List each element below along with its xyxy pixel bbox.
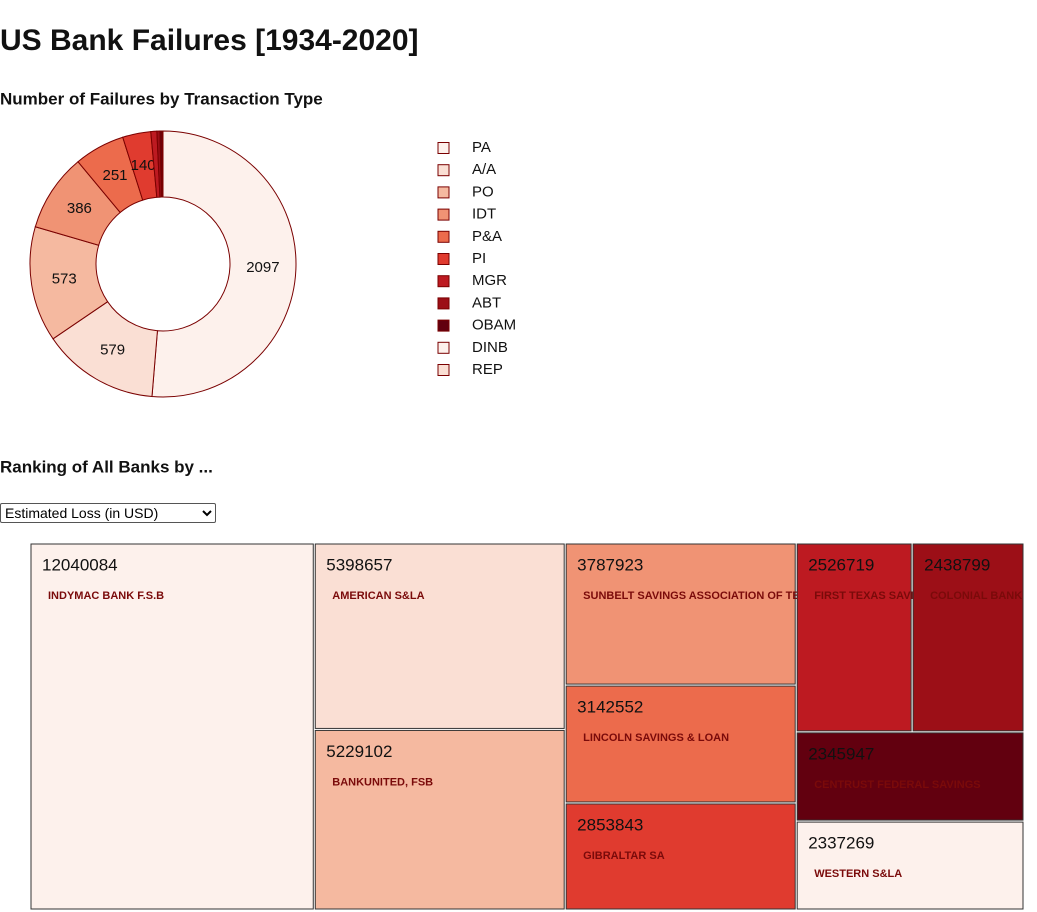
- legend-label: OBAM: [472, 317, 516, 334]
- slice-label: 140: [131, 157, 156, 174]
- legend-label: MGR: [472, 272, 507, 289]
- cell-name: BANKUNITED, FSB: [332, 776, 433, 788]
- cell-value: 2853843: [577, 815, 643, 834]
- cell-value: 2337269: [808, 834, 874, 853]
- treemap-cell: [30, 543, 314, 910]
- chart-title: Number of Failures by Transaction Type: [0, 89, 323, 108]
- legend-swatch: [437, 364, 450, 376]
- legend-swatch: [437, 230, 450, 243]
- treemap-cell: [796, 732, 1024, 821]
- slice-label: 579: [100, 341, 125, 358]
- cell-value: 12040084: [42, 555, 118, 574]
- legend-swatch: [437, 142, 450, 154]
- treemap-cell: [912, 543, 1024, 732]
- treemap-cell: [796, 543, 912, 732]
- cell-name: AMERICAN S&LA: [332, 590, 424, 602]
- cell-name: CENTRUST FEDERAL SAVINGS: [814, 779, 980, 791]
- legend-label: P&A: [472, 228, 502, 245]
- legend-label: ABT: [472, 294, 501, 311]
- treemap-cell: [796, 821, 1024, 910]
- cell-name: COLONIAL BANK: [930, 590, 1022, 602]
- legend-label: PO: [472, 183, 494, 200]
- legend-swatch: [437, 186, 450, 199]
- legend-label: IDT: [472, 206, 496, 223]
- cell-value: 2526719: [808, 555, 874, 574]
- cell-value: 5398657: [326, 555, 392, 574]
- treemap-cell: [565, 803, 796, 910]
- cell-name: LINCOLN SAVINGS & LOAN: [583, 732, 729, 744]
- slice-label: 386: [67, 200, 92, 217]
- legend-swatch: [437, 341, 450, 354]
- cell-value: 3142552: [577, 698, 643, 717]
- cell-value: 2345947: [808, 744, 874, 763]
- treemap-cell: [314, 543, 565, 729]
- legend-swatch: [437, 164, 450, 177]
- legend-swatch: [437, 208, 450, 221]
- slice-label: 2097: [246, 259, 279, 276]
- cell-name: WESTERN S&LA: [814, 868, 902, 880]
- cell-name: INDYMAC BANK F.S.B: [48, 590, 164, 602]
- legend-label: A/A: [472, 161, 496, 178]
- legend-label: PA: [472, 139, 491, 156]
- measure-select[interactable]: Estimated Loss (in USD): [0, 503, 216, 523]
- legend-swatch: [437, 319, 450, 332]
- legend-swatch: [437, 275, 450, 288]
- legend-label: REP: [472, 361, 503, 378]
- donut-slice: [151, 130, 297, 398]
- legend-swatch: [437, 297, 450, 310]
- cell-name: GIBRALTAR SA: [583, 850, 665, 862]
- cell-value: 3787923: [577, 555, 643, 574]
- treemap-cell: [314, 729, 565, 910]
- treemap-cell: [565, 685, 796, 803]
- chart-title: Ranking of All Banks by ...: [0, 457, 213, 476]
- slice-label: 251: [102, 167, 127, 184]
- legend-swatch: [437, 253, 450, 265]
- legend-label: DINB: [472, 339, 508, 356]
- legend-label: PI: [472, 250, 486, 267]
- page-title: US Bank Failures [1934-2020]: [0, 24, 419, 57]
- treemap-cell: [565, 543, 796, 685]
- cell-value: 2438799: [924, 555, 990, 574]
- cell-value: 5229102: [326, 742, 392, 761]
- cell-name: SUNBELT SAVINGS ASSOCIATION OF TEXAS: [583, 590, 822, 602]
- slice-label: 573: [52, 271, 77, 288]
